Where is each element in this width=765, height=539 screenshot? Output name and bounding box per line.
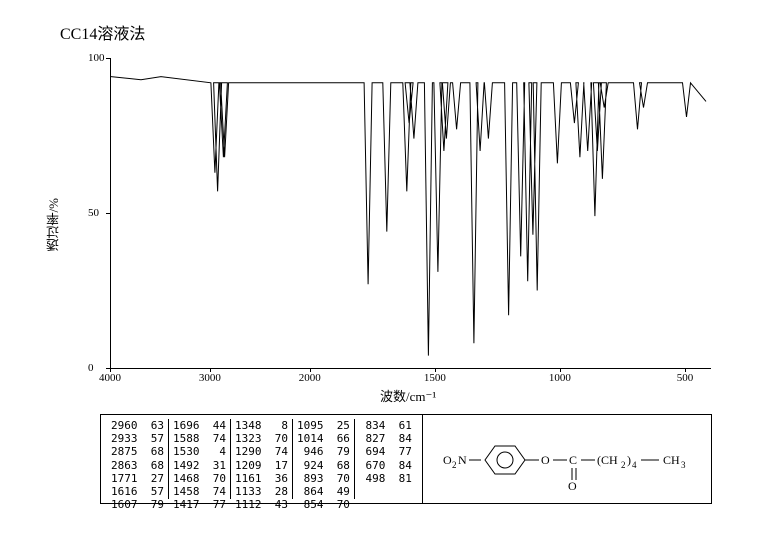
peak-row: 1161 36 bbox=[235, 472, 288, 485]
svg-text:C: C bbox=[569, 453, 577, 467]
peak-row: 1290 74 bbox=[235, 445, 288, 458]
chart-title: CC14溶液法 bbox=[60, 20, 745, 44]
peak-row: 1014 66 bbox=[297, 432, 350, 445]
peak-row: 2875 68 bbox=[111, 445, 164, 458]
peak-row: 946 79 bbox=[297, 445, 350, 458]
peak-row: 1417 77 bbox=[173, 498, 226, 511]
peak-row: 1530 4 bbox=[173, 445, 226, 458]
peak-row: 1588 74 bbox=[173, 432, 226, 445]
svg-text:N: N bbox=[458, 453, 467, 467]
peak-row: 834 61 bbox=[359, 419, 412, 432]
y-axis-label: 透过率/% bbox=[44, 198, 63, 251]
x-axis-label: 波数/cm⁻¹ bbox=[380, 386, 436, 405]
peak-row: 2933 57 bbox=[111, 432, 164, 445]
svg-text:CH: CH bbox=[663, 453, 680, 467]
peak-row: 1696 44 bbox=[173, 419, 226, 432]
svg-text:3: 3 bbox=[681, 460, 686, 470]
ir-spectrum-chart: 透过率/% 波数/cm⁻¹ 05010040003000200015001000… bbox=[50, 48, 730, 408]
svg-text:2: 2 bbox=[621, 460, 626, 470]
x-tick: 2000 bbox=[299, 372, 321, 384]
x-tick: 1500 bbox=[424, 372, 446, 384]
peak-row: 1209 17 bbox=[235, 459, 288, 472]
peak-column: 834 61 827 84 694 77 670 84 498 81 bbox=[355, 419, 416, 499]
svg-text:O: O bbox=[541, 453, 550, 467]
peak-row: 694 77 bbox=[359, 445, 412, 458]
peak-row: 924 68 bbox=[297, 459, 350, 472]
peak-row: 1133 28 bbox=[235, 485, 288, 498]
y-tick: 100 bbox=[88, 52, 105, 64]
x-tick: 500 bbox=[677, 372, 694, 384]
y-tick: 50 bbox=[88, 207, 99, 219]
peak-row: 2960 63 bbox=[111, 419, 164, 432]
svg-text:O: O bbox=[443, 453, 452, 467]
y-tick: 0 bbox=[88, 362, 94, 374]
spectrum-line bbox=[111, 58, 711, 368]
peak-row: 827 84 bbox=[359, 432, 412, 445]
peak-row: 1468 70 bbox=[173, 472, 226, 485]
x-tick: 3000 bbox=[199, 372, 221, 384]
peak-row: 1348 8 bbox=[235, 419, 288, 432]
peak-row: 2863 68 bbox=[111, 459, 164, 472]
peak-row: 1771 27 bbox=[111, 472, 164, 485]
peak-row: 1607 79 bbox=[111, 498, 164, 511]
svg-text:4: 4 bbox=[632, 460, 637, 470]
peak-row: 854 70 bbox=[297, 498, 350, 511]
peak-column: 1095 251014 66 946 79 924 68 893 70 864 … bbox=[293, 419, 355, 499]
data-panel: 2960 632933 572875 682863 681771 271616 … bbox=[100, 414, 712, 504]
peak-row: 864 49 bbox=[297, 485, 350, 498]
peak-row: 1492 31 bbox=[173, 459, 226, 472]
peak-row: 1458 74 bbox=[173, 485, 226, 498]
svg-text:2: 2 bbox=[452, 460, 457, 470]
peak-row: 670 84 bbox=[359, 459, 412, 472]
molecular-structure: O 2 N O C O (CH 2 ) 4 CH 3 bbox=[423, 415, 711, 503]
peak-column: 2960 632933 572875 682863 681771 271616 … bbox=[107, 419, 169, 499]
peak-row: 1112 43 bbox=[235, 498, 288, 511]
peak-table: 2960 632933 572875 682863 681771 271616 … bbox=[101, 415, 423, 503]
svg-text:): ) bbox=[627, 453, 631, 467]
x-tick: 4000 bbox=[99, 372, 121, 384]
peak-row: 1616 57 bbox=[111, 485, 164, 498]
peak-row: 1323 70 bbox=[235, 432, 288, 445]
plot-area bbox=[110, 58, 711, 369]
molecule-svg: O 2 N O C O (CH 2 ) 4 CH 3 bbox=[437, 424, 697, 494]
peak-row: 1095 25 bbox=[297, 419, 350, 432]
peak-column: 1696 441588 741530 41492 311468 701458 7… bbox=[169, 419, 231, 499]
svg-text:O: O bbox=[568, 479, 577, 493]
peak-row: 498 81 bbox=[359, 472, 412, 485]
peak-column: 1348 81323 701290 741209 171161 361133 2… bbox=[231, 419, 293, 499]
svg-text:(CH: (CH bbox=[597, 453, 618, 467]
x-tick: 1000 bbox=[549, 372, 571, 384]
peak-row: 893 70 bbox=[297, 472, 350, 485]
